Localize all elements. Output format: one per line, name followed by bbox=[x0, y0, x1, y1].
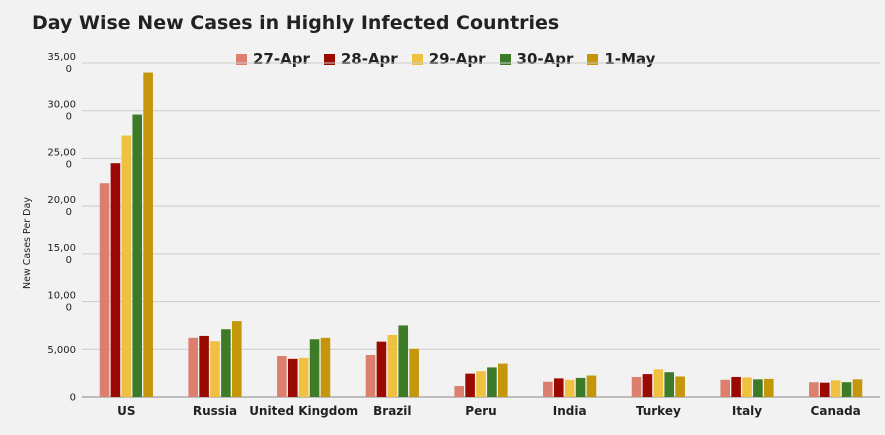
bar-russia-29-apr bbox=[210, 341, 220, 397]
bar-turkey-29-apr bbox=[653, 369, 664, 397]
legend-swatch-29-apr bbox=[411, 53, 423, 65]
y-tick-label-0: 0 bbox=[70, 393, 76, 404]
y-tick-label-6: 30,00 0 bbox=[47, 100, 76, 123]
y-tick-label-4: 20,00 0 bbox=[47, 195, 76, 218]
bar-us-1-may bbox=[143, 72, 153, 398]
y-tick-label-7: 35,00 0 bbox=[47, 52, 76, 75]
bar-turkey-28-apr bbox=[642, 374, 653, 397]
x-tick-label-russia: Russia bbox=[193, 404, 237, 418]
bar-brazil-29-apr bbox=[387, 334, 398, 397]
bar-us-27-apr bbox=[99, 183, 110, 397]
bar-russia-27-apr bbox=[188, 337, 198, 397]
bar-brazil-27-apr bbox=[365, 355, 376, 397]
bar-turkey-27-apr bbox=[631, 376, 642, 397]
bar-united-kingdom-28-apr bbox=[287, 358, 298, 397]
bar-italy-27-apr bbox=[720, 379, 730, 397]
x-tick-label-india: India bbox=[553, 404, 587, 418]
x-tick-label-united-kingdom: United Kingdom bbox=[249, 404, 358, 418]
bar-us-28-apr bbox=[110, 163, 121, 397]
bar-canada-29-apr bbox=[830, 380, 841, 397]
bar-united-kingdom-29-apr bbox=[298, 357, 309, 397]
bar-india-29-apr bbox=[564, 379, 575, 397]
legend-swatch-1-may bbox=[587, 53, 599, 65]
bar-italy-1-may bbox=[764, 378, 774, 397]
bar-russia-28-apr bbox=[199, 335, 209, 397]
bar-brazil-1-may bbox=[409, 348, 419, 397]
bar-brazil-30-apr bbox=[398, 325, 409, 397]
bar-canada-27-apr bbox=[809, 382, 819, 397]
bar-india-27-apr bbox=[543, 381, 553, 397]
bar-peru-1-may bbox=[498, 363, 508, 397]
chart-title: Day Wise New Cases in Highly Infected Co… bbox=[32, 12, 560, 34]
legend-swatch-30-apr bbox=[499, 53, 511, 65]
bar-brazil-28-apr bbox=[376, 341, 387, 397]
bar-united-kingdom-30-apr bbox=[309, 339, 320, 397]
y-tick-label-5: 25,00 0 bbox=[47, 147, 76, 170]
x-tick-label-brazil: Brazil bbox=[373, 404, 411, 418]
bar-peru-29-apr bbox=[476, 371, 486, 397]
bar-india-30-apr bbox=[575, 377, 586, 397]
bar-canada-1-may bbox=[852, 379, 863, 397]
x-tick-label-us: US bbox=[117, 404, 135, 418]
y-tick-label-2: 10,00 0 bbox=[47, 291, 76, 314]
bar-canada-28-apr bbox=[819, 382, 830, 397]
bar-canada-30-apr bbox=[841, 382, 852, 397]
legend-swatch-28-apr bbox=[323, 53, 335, 65]
bar-peru-28-apr bbox=[465, 373, 475, 397]
bar-united-kingdom-27-apr bbox=[277, 355, 287, 397]
bar-us-30-apr bbox=[132, 114, 143, 397]
bar-united-kingdom-1-may bbox=[320, 337, 331, 397]
bar-india-1-may bbox=[586, 375, 597, 397]
bar-peru-27-apr bbox=[454, 386, 464, 397]
bar-italy-30-apr bbox=[753, 379, 763, 397]
x-tick-label-peru: Peru bbox=[465, 404, 496, 418]
bar-russia-30-apr bbox=[221, 329, 231, 397]
y-tick-label-1: 5,000 bbox=[47, 345, 76, 356]
x-tick-label-turkey: Turkey bbox=[636, 404, 681, 418]
x-tick-label-canada: Canada bbox=[811, 404, 861, 418]
y-axis-label: New Cases Per Day bbox=[22, 197, 33, 289]
x-tick-label-italy: Italy bbox=[732, 404, 762, 418]
y-tick-label-3: 15,00 0 bbox=[47, 243, 76, 266]
bar-turkey-1-may bbox=[675, 376, 685, 397]
legend-swatch-27-apr bbox=[236, 53, 247, 65]
bar-india-28-apr bbox=[553, 378, 564, 397]
bar-us-29-apr bbox=[121, 135, 132, 398]
bar-russia-1-may bbox=[232, 321, 242, 397]
bar-italy-28-apr bbox=[731, 376, 741, 397]
bar-peru-30-apr bbox=[487, 367, 497, 397]
bar-turkey-30-apr bbox=[664, 372, 675, 397]
bar-italy-29-apr bbox=[742, 377, 752, 397]
